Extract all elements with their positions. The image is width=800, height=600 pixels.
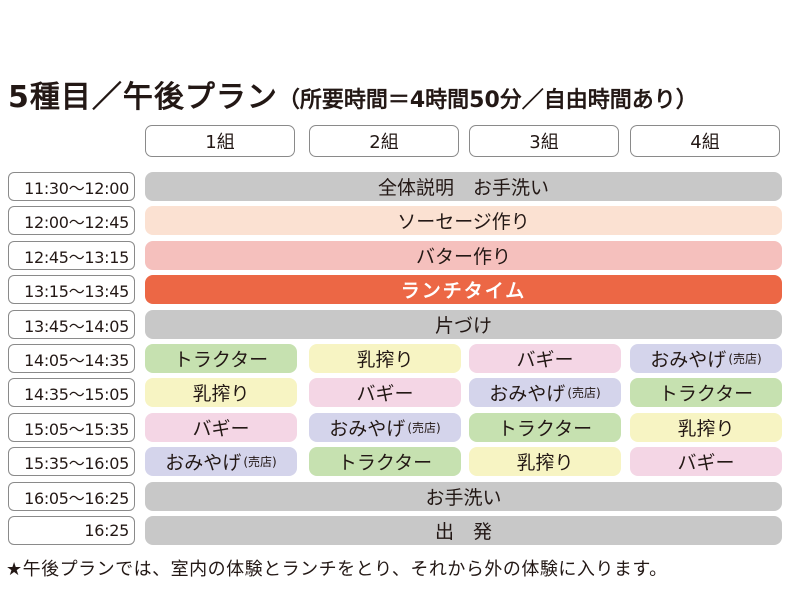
activity-cell: トラクター — [309, 447, 461, 476]
activity-label: バギー — [516, 349, 574, 371]
activity-label: 乳搾り — [192, 383, 250, 405]
activity-bar: 片づけ — [145, 310, 782, 339]
activity-cell: おみやげ (売店) — [145, 447, 297, 476]
activity-cell: バギー — [309, 378, 461, 407]
title-sub: （所要時間＝4時間50分／自由時間あり） — [277, 88, 698, 113]
activity-label: 乳搾り — [356, 349, 414, 371]
time-slot: 16:25 — [8, 516, 135, 545]
activity-cell: 乳搾り — [309, 344, 461, 373]
time-slot: 13:45〜14:05 — [8, 310, 135, 339]
activity-label: トラクター — [337, 452, 433, 474]
group-header-4: 4組 — [630, 125, 780, 157]
time-slot: 16:05〜16:25 — [8, 482, 135, 511]
activity-label: おみやげ — [329, 418, 406, 440]
activity-bar: 全体説明 お手洗い — [145, 172, 782, 201]
activity-cell: バギー — [145, 413, 297, 442]
activity-bar: ランチタイム — [145, 275, 782, 304]
activity-label: おみやげ — [489, 383, 566, 405]
activity-cell: 乳搾り — [630, 413, 782, 442]
activity-label: バギー — [356, 383, 414, 405]
time-slot: 12:00〜12:45 — [8, 206, 135, 235]
activity-label: トラクター — [658, 383, 754, 405]
activity-bar: ソーセージ作り — [145, 206, 782, 235]
activity-label: おみやげ — [165, 452, 242, 474]
activity-cell: バギー — [469, 344, 621, 373]
activity-cell: 乳搾り — [145, 378, 297, 407]
activity-cell: おみやげ (売店) — [309, 413, 461, 442]
time-slot: 11:30〜12:00 — [8, 172, 135, 201]
activity-label: おみやげ — [650, 349, 727, 371]
time-slot: 12:45〜13:15 — [8, 241, 135, 270]
activity-label: トラクター — [173, 349, 269, 371]
activity-cell: トラクター — [469, 413, 621, 442]
activity-label: 乳搾り — [677, 418, 735, 440]
footnote: ★午後プランでは、室内の体験とランチをとり、それから外の体験に入ります。 — [6, 559, 668, 580]
time-slot: 15:05〜15:35 — [8, 413, 135, 442]
activity-cell: バギー — [630, 447, 782, 476]
activity-label: トラクター — [497, 418, 593, 440]
activity-note: (売店) — [728, 352, 762, 366]
time-slot: 14:05〜14:35 — [8, 344, 135, 373]
activity-cell: おみやげ (売店) — [469, 378, 621, 407]
activity-bar: 出 発 — [145, 516, 782, 545]
time-slot: 13:15〜13:45 — [8, 275, 135, 304]
activity-cell: おみやげ (売店) — [630, 344, 782, 373]
activity-cell: トラクター — [630, 378, 782, 407]
activity-label: バギー — [192, 418, 250, 440]
activity-label: 乳搾り — [516, 452, 574, 474]
time-slot: 14:35〜15:05 — [8, 378, 135, 407]
activity-bar: バター作り — [145, 241, 782, 270]
page-title: 5種目／午後プラン（所要時間＝4時間50分／自由時間あり） — [8, 72, 698, 116]
activity-cell: トラクター — [145, 344, 297, 373]
activity-note: (売店) — [567, 386, 601, 400]
activity-bar: お手洗い — [145, 482, 782, 511]
group-header-3: 3組 — [469, 125, 619, 157]
group-header-1: 1組 — [145, 125, 295, 157]
time-slot: 15:35〜16:05 — [8, 447, 135, 476]
activity-note: (売店) — [407, 421, 441, 435]
activity-cell: 乳搾り — [469, 447, 621, 476]
activity-label: バギー — [677, 452, 735, 474]
activity-note: (売店) — [243, 455, 277, 469]
title-main: 5種目／午後プラン — [8, 80, 278, 115]
group-header-2: 2組 — [309, 125, 459, 157]
